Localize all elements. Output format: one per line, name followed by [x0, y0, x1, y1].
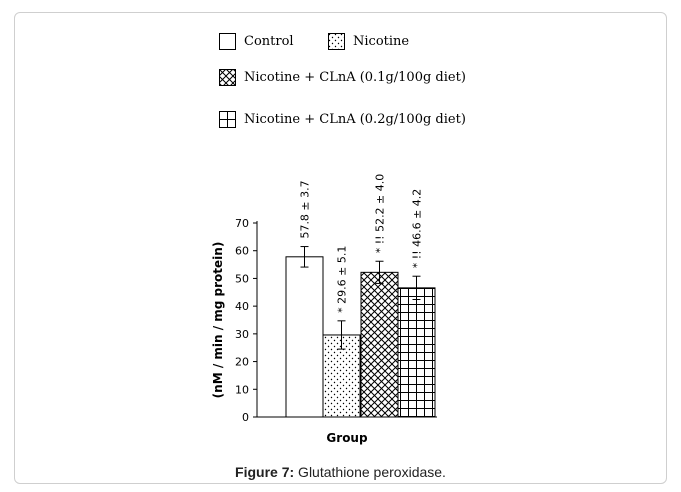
legend-item: Nicotine [328, 33, 409, 50]
legend-label: Nicotine + CLnA (0.1g/100g diet) [244, 70, 466, 85]
legend-item: Control [219, 33, 294, 50]
y-tick-label: 20 [235, 356, 249, 369]
legend-swatch [219, 111, 236, 128]
bar [360, 271, 399, 418]
y-tick-label: 50 [235, 272, 249, 285]
bar [397, 287, 436, 418]
data-label: 57.8 ± 3.7 [299, 180, 312, 238]
legend-label: Nicotine + CLnA (0.2g/100g diet) [244, 112, 466, 127]
legend-label: Control [244, 34, 294, 49]
legend-item: Nicotine + CLnA (0.1g/100g diet) [219, 69, 466, 86]
caption-text: Glutathione peroxidase. [294, 464, 446, 480]
y-tick-label: 10 [235, 383, 249, 396]
legend-swatch [219, 33, 236, 50]
data-label: * !! 52.2 ± 4.0 [374, 174, 387, 254]
y-tick-label: 70 [235, 217, 249, 230]
y-axis-title: (nM / min / mg protein) [211, 242, 225, 399]
caption-label: Figure 7: [235, 464, 295, 480]
x-axis-title: Group [326, 431, 368, 445]
legend-item: Nicotine + CLnA (0.2g/100g diet) [219, 111, 466, 128]
y-tick-label: 40 [235, 300, 249, 313]
y-tick-label: 60 [235, 245, 249, 258]
legend-label: Nicotine [353, 34, 410, 49]
bar [285, 256, 324, 418]
data-label: * !! 46.6 ± 4.2 [411, 189, 424, 269]
y-tick-label: 30 [235, 328, 249, 341]
figure-caption: Figure 7: Glutathione peroxidase. [0, 464, 681, 480]
legend-swatch [328, 33, 345, 50]
data-label: * 29.6 ± 5.1 [336, 246, 349, 313]
legend-swatch [219, 69, 236, 86]
y-tick-label: 0 [242, 411, 249, 424]
